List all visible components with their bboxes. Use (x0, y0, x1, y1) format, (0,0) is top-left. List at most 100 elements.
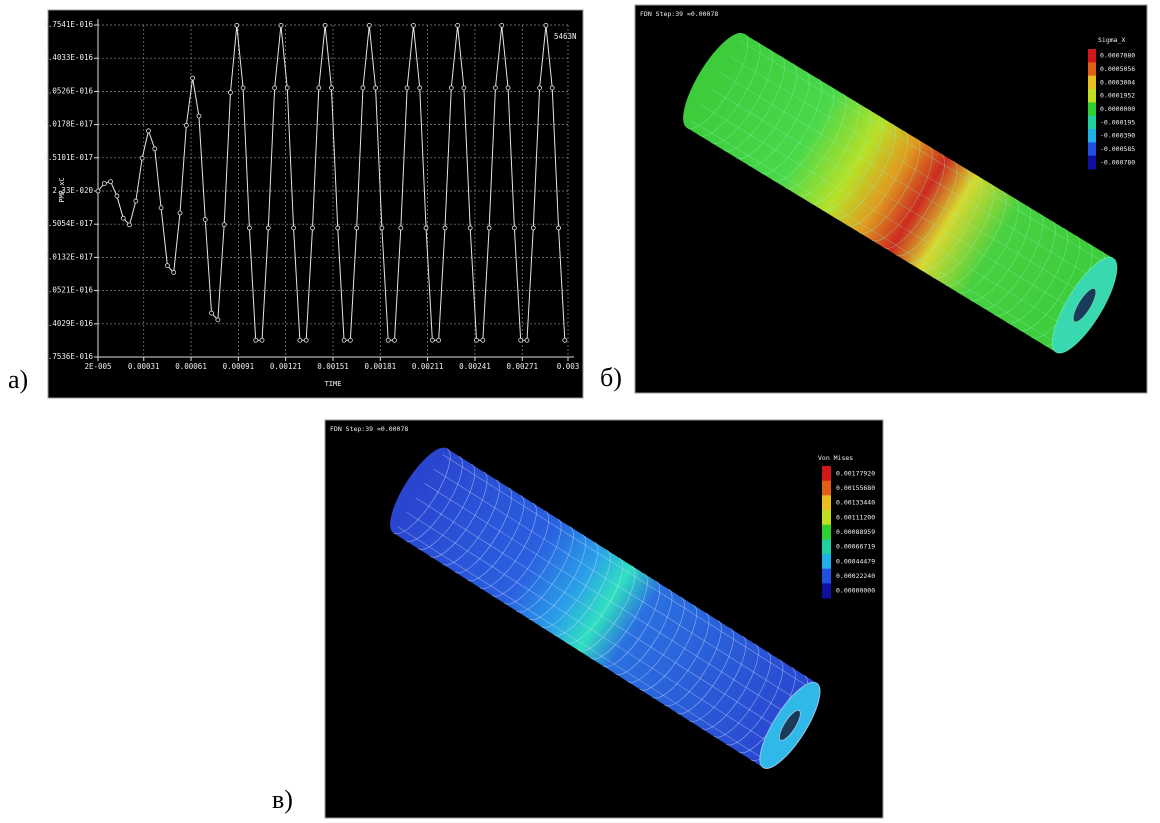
mesh-line (982, 213, 1044, 309)
mesh-line (700, 104, 1071, 330)
legend-value: 0.00111200 (836, 513, 875, 521)
legend-value: -0.000585 (1100, 145, 1135, 153)
mesh-line (676, 628, 734, 714)
data-point (164, 263, 170, 269)
mesh-line (578, 565, 636, 652)
x-tick-label: 0.00181 (365, 362, 397, 371)
data-point (95, 188, 101, 194)
mesh-line (945, 190, 1007, 287)
data-point (278, 22, 284, 28)
mesh-line (748, 70, 810, 167)
data-point (385, 337, 391, 343)
mesh-line (713, 651, 771, 738)
y-tick-label: 3.5101E-017 (43, 153, 93, 162)
x-tick-label: 0.00271 (506, 362, 538, 371)
data-point (202, 217, 208, 223)
x-tick-label: 0.00151 (317, 362, 349, 371)
data-point (171, 270, 177, 275)
data-point (347, 337, 353, 343)
legend-swatch (1088, 75, 1096, 90)
legend-swatch (822, 466, 831, 482)
data-point (133, 198, 139, 204)
mesh-line (565, 557, 623, 644)
panel-label: б) (600, 363, 622, 392)
y-tick-label: 1.4033E-016 (43, 53, 93, 62)
data-point (499, 22, 505, 28)
mesh-line (994, 220, 1056, 316)
mesh-line (711, 48, 773, 144)
x-tick-label: 0.00121 (270, 362, 302, 371)
data-point (556, 225, 561, 231)
data-point (127, 222, 132, 228)
legend-value: 0.00133440 (836, 499, 875, 507)
mesh-line (602, 581, 660, 668)
data-point (209, 310, 214, 316)
mesh-line (442, 479, 500, 566)
x-tick-label: 0.003 (557, 362, 580, 371)
data-point (259, 337, 265, 343)
mesh-line (491, 510, 550, 597)
data-point (253, 337, 259, 343)
data-point (404, 85, 410, 91)
y-tick-label: 1.7541E-016 (43, 20, 93, 29)
data-point (146, 128, 151, 134)
data-point (152, 146, 158, 152)
data-point (158, 205, 164, 211)
data-point (379, 225, 385, 231)
y-axis-label: PMR xC (58, 177, 66, 202)
data-point (120, 215, 126, 221)
mesh-line (433, 468, 804, 705)
y-tick-label: 7.0178E-017 (43, 120, 93, 129)
y-tick-label: 1.0526E-016 (43, 86, 93, 95)
y-tick-label: -3.5054E-017 (39, 219, 93, 228)
plot-header: FDN Step:39 =0.00078 (330, 425, 408, 433)
cylinder-body (390, 447, 820, 769)
legend-title: Von Mises (818, 454, 853, 462)
data-point (228, 90, 233, 95)
legend-value: 0.00044479 (836, 557, 875, 565)
mesh-line (479, 502, 537, 589)
data-point (221, 222, 227, 228)
legend-value: -0.000195 (1100, 118, 1135, 126)
cylinder-bore (778, 709, 801, 741)
data-point (322, 22, 328, 28)
legend-value: -0.000390 (1100, 132, 1135, 140)
legend-swatch (822, 539, 831, 555)
legend-value: 0.0001952 (1100, 92, 1135, 100)
plot-header: FDN Step:39 =0.00078 (640, 10, 718, 18)
data-point (215, 317, 221, 323)
legend-value: 0.0003004 (1100, 78, 1135, 86)
legend-value: -0.000780 (1100, 158, 1135, 166)
mesh-line (615, 589, 673, 675)
x-tick-label: 0.00061 (175, 362, 207, 371)
mesh-line (969, 205, 1032, 301)
legend-entry: 5463N (554, 32, 577, 41)
legend-swatch (1088, 102, 1096, 117)
data-point (316, 85, 322, 91)
data-point (177, 210, 183, 216)
mesh-line (686, 33, 749, 129)
legend-value: 0.00066719 (836, 543, 875, 551)
mesh-line (397, 526, 768, 762)
data-point (467, 225, 473, 231)
data-point (366, 22, 372, 28)
data-point (537, 85, 543, 91)
data-point (108, 179, 114, 185)
data-point (461, 85, 467, 91)
mesh-line (1018, 235, 1081, 331)
data-point (530, 225, 536, 231)
data-point (549, 85, 555, 91)
data-point (455, 22, 460, 28)
data-point (448, 85, 454, 91)
cylinder (390, 447, 821, 769)
legend-value: 0.00177920 (836, 469, 875, 477)
legend-swatch (822, 495, 831, 511)
x-tick-label: 0.00211 (412, 362, 444, 371)
legend-swatch (822, 583, 831, 599)
legend-value: 0.00022240 (836, 572, 875, 580)
legend-swatch (822, 524, 831, 540)
y-tick-label: -1.7536E-016 (39, 352, 94, 361)
cylinder-bore (1072, 287, 1097, 323)
mesh-line (785, 93, 847, 189)
